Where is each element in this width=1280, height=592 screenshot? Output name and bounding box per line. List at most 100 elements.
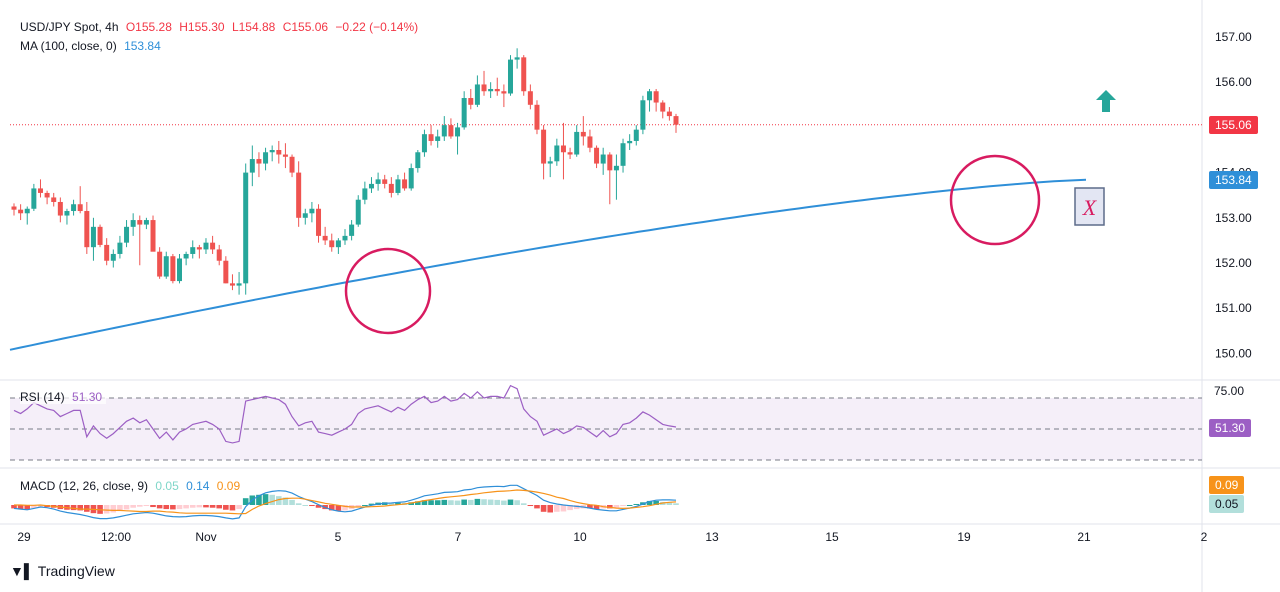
macd-histogram-bar (355, 505, 362, 508)
candle (382, 174, 388, 189)
macd-histogram-bar (547, 505, 554, 513)
candle-body (488, 88, 494, 92)
macd-histogram-bar (156, 505, 163, 509)
candle (355, 195, 361, 227)
macd-hist-value: 0.05 (155, 479, 179, 493)
candle-body (223, 260, 229, 284)
time-tick-label: 7 (455, 530, 462, 544)
candle-body (534, 104, 540, 130)
macd-histogram-bar (335, 505, 342, 511)
candle-body (627, 140, 633, 144)
candle (428, 125, 434, 146)
macd-histogram-bar (189, 505, 196, 508)
candle-body (163, 256, 169, 277)
time-tick-label: 12:00 (101, 530, 131, 544)
candle-body (316, 208, 322, 236)
candle (117, 235, 123, 259)
candle-body (461, 98, 467, 128)
macd-histogram-bar (209, 505, 216, 508)
candle-body (349, 224, 355, 236)
candle-body (276, 150, 282, 155)
annotation-layer: X (344, 90, 1116, 335)
axes-layer: 150.00151.00152.00153.00154.00155.00156.… (17, 30, 1252, 544)
macd-histogram-bar (415, 501, 421, 505)
candle-body (236, 283, 242, 286)
candle (24, 206, 30, 225)
moving-average-layer (9, 178, 1087, 351)
candle-body (143, 220, 149, 225)
candle-body (388, 183, 394, 193)
macd-histogram-bar (560, 505, 567, 512)
candle (349, 220, 355, 241)
macd-histogram-bar (507, 499, 514, 505)
candle-body (157, 251, 163, 277)
candle (441, 116, 447, 141)
macd-histogram-bar (262, 494, 269, 505)
time-tick-label: Nov (195, 530, 216, 544)
candle (77, 186, 83, 214)
macd-histogram-bar (534, 505, 540, 509)
macd-histogram-bar (554, 505, 560, 512)
candle-body (501, 91, 507, 94)
macd-histogram-bar (626, 505, 633, 506)
candle (408, 163, 414, 191)
candle (547, 156, 553, 178)
macd-histogram-bar (110, 505, 117, 513)
candle (18, 204, 24, 221)
time-tick-label: 29 (17, 530, 31, 544)
candle (567, 147, 573, 160)
tradingview-logo[interactable]: ▼▌ TradingView (10, 563, 115, 579)
ma-price-tag: 153.84 (1209, 171, 1258, 189)
time-tick-label: 5 (335, 530, 342, 544)
candle (11, 203, 17, 216)
time-tick-label: 15 (825, 530, 839, 544)
macd-histogram-bar (428, 500, 434, 505)
candle-body (177, 258, 182, 282)
last-price-tag: 155.06 (1209, 116, 1258, 134)
macd-histogram-bar (441, 499, 448, 505)
macd-histogram-bar (481, 499, 487, 505)
candle (580, 116, 586, 146)
candle (243, 163, 249, 295)
candle-body (170, 256, 176, 282)
macd-histogram-bar (573, 505, 580, 510)
candle (316, 204, 322, 243)
macd-histogram-bar (315, 505, 322, 508)
candle (587, 129, 593, 153)
candle (124, 220, 130, 248)
candle (362, 181, 368, 205)
candle-body (375, 179, 381, 184)
macd-legend[interactable]: MACD (12, 26, close, 9) 0.05 0.14 0.09 (20, 479, 245, 493)
candle (137, 215, 143, 266)
candle (388, 177, 394, 198)
candle-body (468, 98, 474, 105)
candle-body (84, 211, 90, 248)
candle-body (37, 188, 43, 193)
candle-body (421, 134, 427, 153)
candle-body (547, 161, 553, 164)
macd-signal-value: 0.09 (216, 479, 241, 493)
candle (190, 240, 196, 259)
candle (150, 215, 156, 252)
support-circle-left (344, 247, 432, 335)
macd-signal-tag: 0.09 (1209, 476, 1245, 494)
candle (501, 84, 507, 108)
candle-body (77, 204, 83, 212)
time-tick-label: 13 (705, 530, 719, 544)
symbol-label[interactable]: USD/JPY Spot, 4h (20, 20, 119, 34)
ma-legend[interactable]: MA (100, close, 0) 153.84 (20, 39, 165, 53)
macd-histogram-bar (269, 494, 275, 505)
candle-body (494, 88, 500, 92)
candle (177, 253, 182, 284)
candle-body (289, 156, 295, 173)
candle-body (395, 179, 401, 193)
candle (64, 208, 70, 225)
candle-body (117, 242, 123, 254)
ma-label: MA (100, close, 0) (20, 39, 117, 53)
candle (455, 122, 461, 155)
macd-histogram-bar (514, 500, 520, 505)
candle (534, 100, 540, 135)
candle (163, 251, 169, 279)
rsi-legend[interactable]: RSI (14) 51.30 (20, 390, 107, 404)
